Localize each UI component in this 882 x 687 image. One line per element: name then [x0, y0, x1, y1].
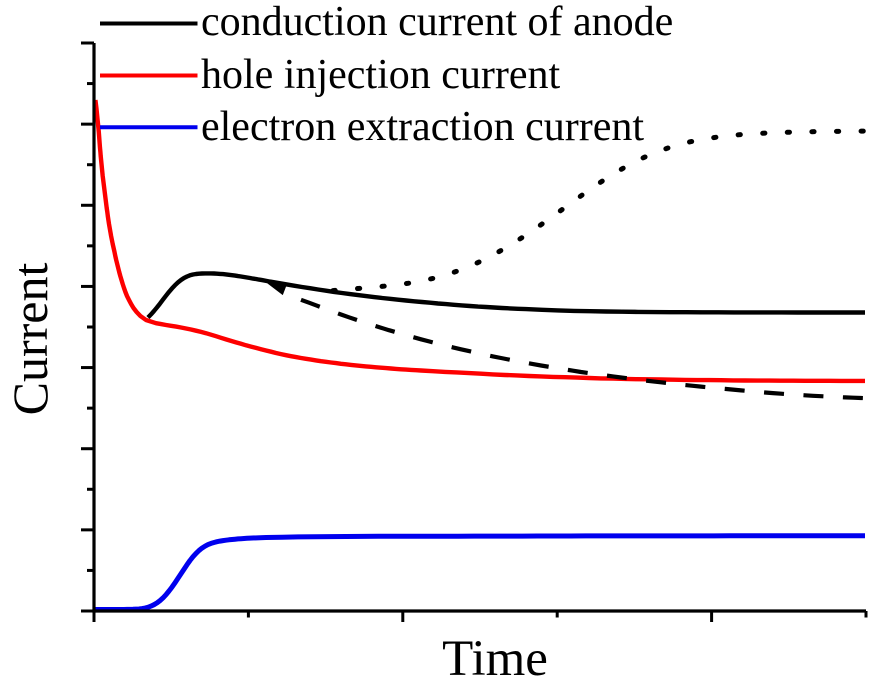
- legend-label-conduction-current: conduction current of anode: [201, 0, 674, 45]
- series-solid-1: [93, 99, 865, 384]
- x-axis-title: Time: [442, 631, 548, 687]
- legend-label-electron-extraction-current: electron extraction current: [201, 104, 645, 151]
- series-solid-2: [94, 533, 865, 612]
- arrowhead-annotation: [267, 283, 287, 296]
- series-dashed-3: [300, 297, 867, 401]
- series-solid-0: [146, 271, 865, 320]
- legend-label-hole-injection-current: hole injection current: [201, 51, 561, 98]
- y-axis-title: Current: [2, 262, 58, 416]
- series-dotted-4: [330, 128, 874, 294]
